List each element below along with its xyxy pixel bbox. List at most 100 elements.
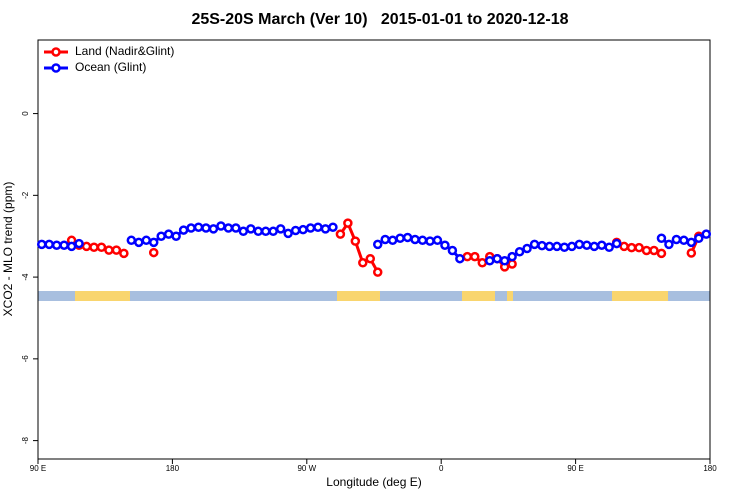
data-point (320, 224, 331, 234)
data-point (596, 240, 607, 250)
legend-label: Land (Nadir&Glint) (75, 44, 174, 58)
data-point (447, 245, 458, 256)
data-point (201, 223, 211, 233)
data-point (507, 259, 517, 269)
data-point (134, 237, 144, 248)
data-point (74, 238, 84, 249)
data-point (582, 240, 592, 250)
data-point (111, 245, 122, 255)
data-point (432, 235, 443, 246)
data-point (522, 243, 532, 254)
x-tick-label: 180 (166, 464, 180, 473)
data-point (328, 222, 338, 232)
data-point (372, 267, 383, 277)
data-point (634, 242, 644, 253)
data-point (335, 229, 346, 239)
data-point (604, 242, 614, 253)
series (36, 221, 712, 266)
data-point (619, 241, 629, 252)
data-point (552, 241, 562, 252)
data-point (484, 255, 495, 266)
data-point (611, 238, 622, 249)
data-point (290, 225, 301, 236)
plot-frame (37, 39, 711, 460)
data-point (81, 241, 92, 252)
data-point (275, 224, 286, 234)
data-point (395, 233, 405, 244)
data-point (626, 242, 637, 253)
data-point (417, 235, 428, 246)
data-point (193, 222, 204, 232)
data-point (686, 237, 697, 248)
data-point (649, 245, 659, 256)
data-point (223, 223, 234, 233)
y-tick-label: -2 (21, 191, 30, 199)
x-tick-label: 90 W (297, 464, 316, 473)
surface-strip (38, 291, 710, 301)
data-point (126, 235, 137, 246)
y-tick-label: -8 (21, 437, 30, 445)
data-point (343, 218, 353, 228)
data-point (656, 248, 667, 259)
data-point (537, 240, 547, 251)
data-point (664, 239, 674, 250)
data-point (694, 233, 704, 244)
data-point (507, 251, 517, 262)
data-point (671, 234, 682, 245)
data-point (387, 235, 398, 246)
data-point (156, 231, 166, 241)
y-tick-label: -6 (21, 355, 30, 363)
data-point (492, 253, 502, 264)
data-point (305, 223, 316, 233)
data-point (96, 242, 107, 253)
data-point (51, 240, 62, 250)
data-point (260, 226, 271, 237)
data-point (358, 258, 368, 268)
y-axis-label: XCO2 - MLO trend (ppm) (1, 182, 15, 317)
data-point (148, 247, 159, 258)
data-point (440, 240, 450, 250)
data-point (36, 239, 47, 250)
data-point (66, 241, 77, 252)
y-tick-label: -4 (21, 273, 30, 281)
data-point (44, 239, 54, 250)
data-point (216, 221, 226, 231)
data-point (567, 241, 577, 252)
data-point (268, 226, 278, 237)
chart-title: 25S-20S March (Ver 10) 2015-01-01 to 202… (191, 11, 568, 28)
data-point (365, 253, 376, 264)
data-point (574, 239, 585, 250)
data-point (477, 258, 488, 268)
x-axis-label: Longitude (deg E) (326, 475, 421, 489)
data-point (470, 251, 480, 262)
data-point (253, 226, 264, 237)
x-tick-label: 90 E (30, 464, 46, 473)
data-point (455, 253, 465, 264)
legend-marker (51, 47, 61, 57)
legend-label: Ocean (Glint) (75, 60, 146, 74)
legend-marker (51, 63, 61, 73)
data-point (283, 228, 293, 239)
data-point (163, 229, 174, 239)
data-point (246, 224, 256, 234)
x-tick-label: 0 (439, 464, 444, 473)
data-point (104, 245, 114, 255)
data-point (372, 239, 383, 250)
data-point (559, 242, 570, 253)
data-point (499, 255, 510, 266)
data-point (350, 236, 361, 246)
data-point (148, 237, 159, 248)
data-point (171, 231, 181, 241)
data-point (686, 248, 697, 258)
data-point (410, 234, 420, 245)
data-point (141, 235, 152, 246)
data-point (313, 222, 323, 232)
data-point (656, 233, 667, 244)
data-point (298, 224, 308, 235)
data-point (238, 226, 249, 237)
data-point (462, 251, 473, 262)
data-point (544, 241, 555, 252)
x-tick-label: 90 E (567, 464, 583, 473)
data-point (425, 236, 435, 246)
